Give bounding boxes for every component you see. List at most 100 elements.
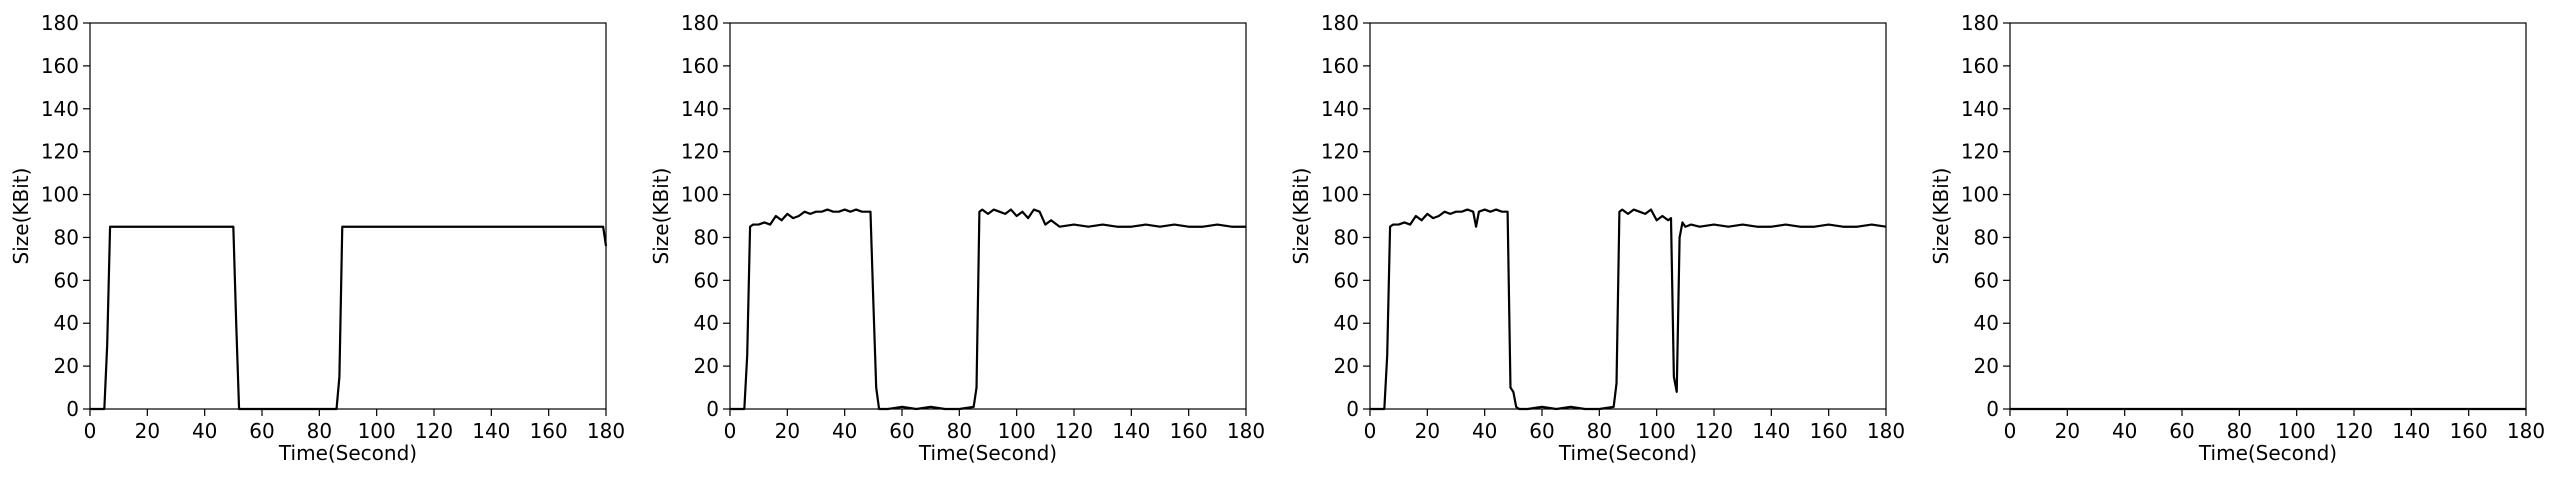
x-tick-label: 0 bbox=[2004, 419, 2017, 443]
y-tick-label: 160 bbox=[1961, 54, 1999, 78]
x-tick-label: 180 bbox=[587, 419, 625, 443]
y-tick-label: 40 bbox=[54, 311, 79, 335]
y-tick-label: 40 bbox=[694, 311, 719, 335]
y-axis-label: Size(KBit) bbox=[9, 168, 33, 265]
y-axis-label: Size(KBit) bbox=[1289, 168, 1313, 265]
x-tick-label: 160 bbox=[1170, 419, 1208, 443]
x-tick-label: 120 bbox=[1695, 419, 1733, 443]
x-tick-label: 120 bbox=[1055, 419, 1093, 443]
y-tick-label: 140 bbox=[681, 97, 719, 121]
y-tick-label: 0 bbox=[1346, 397, 1359, 421]
x-tick-label: 80 bbox=[947, 419, 972, 443]
y-tick-label: 80 bbox=[54, 225, 79, 249]
plot-frame bbox=[89, 22, 607, 410]
x-tick-label: 160 bbox=[2450, 419, 2488, 443]
x-axis-label: Time(Second) bbox=[1558, 441, 1697, 465]
x-tick-label: 60 bbox=[1529, 419, 1554, 443]
y-tick-label: 100 bbox=[1961, 183, 1999, 207]
x-axis-label: Time(Second) bbox=[278, 441, 417, 465]
y-tick-label: 60 bbox=[694, 268, 719, 292]
x-tick-label: 180 bbox=[2507, 419, 2545, 443]
x-tick-label: 140 bbox=[1752, 419, 1790, 443]
y-tick-label: 40 bbox=[1334, 311, 1359, 335]
y-tick-label: 20 bbox=[1334, 354, 1359, 378]
x-tick-label: 40 bbox=[192, 419, 217, 443]
y-tick-label: 0 bbox=[706, 397, 719, 421]
x-tick-label: 20 bbox=[2055, 419, 2080, 443]
x-axis-label: Time(Second) bbox=[918, 441, 1057, 465]
y-tick-label: 160 bbox=[41, 54, 79, 78]
y-tick-label: 120 bbox=[1321, 140, 1359, 164]
y-tick-label: 20 bbox=[694, 354, 719, 378]
series-line-1 bbox=[730, 208, 1246, 411]
y-tick-label: 120 bbox=[1961, 140, 1999, 164]
chart-panel-4: 0 20 40 60 80 100 120 140 160 180 0 20 40 60 80 100 120 1… bbox=[1929, 11, 2545, 465]
series-line-1 bbox=[1370, 208, 1887, 411]
y-axis-label: Size(KBit) bbox=[649, 168, 673, 265]
x-tick-label: 80 bbox=[307, 419, 332, 443]
y-tick-label: 140 bbox=[1961, 97, 1999, 121]
plot-frame bbox=[1369, 22, 1887, 410]
series-line-1 bbox=[90, 225, 608, 411]
x-tick-label: 0 bbox=[1364, 419, 1377, 443]
x-tick-label: 20 bbox=[1415, 419, 1440, 443]
x-tick-label: 120 bbox=[415, 419, 453, 443]
y-tick-label: 80 bbox=[1974, 225, 1999, 249]
plot-frame bbox=[2009, 22, 2527, 410]
x-tick-label: 120 bbox=[2335, 419, 2373, 443]
y-tick-label: 180 bbox=[1321, 11, 1359, 35]
x-tick-label: 60 bbox=[249, 419, 274, 443]
x-tick-label: 180 bbox=[1867, 419, 1905, 443]
chart-panel-2: 0 20 40 60 80 100 120 140 160 180 0 20 40 60 80 100 120 1… bbox=[649, 11, 1265, 465]
chart-panel-3: 0 20 40 60 80 100 120 140 160 180 0 20 40 60 80 100 120 1… bbox=[1289, 11, 1905, 465]
y-tick-label: 100 bbox=[41, 183, 79, 207]
y-tick-label: 140 bbox=[41, 97, 79, 121]
x-tick-label: 140 bbox=[1112, 419, 1150, 443]
y-tick-label: 80 bbox=[1334, 225, 1359, 249]
y-tick-label: 40 bbox=[1974, 311, 1999, 335]
x-tick-label: 60 bbox=[2169, 419, 2194, 443]
x-tick-label: 80 bbox=[2227, 419, 2252, 443]
x-tick-label: 100 bbox=[2278, 419, 2316, 443]
y-tick-label: 80 bbox=[694, 225, 719, 249]
y-tick-label: 100 bbox=[681, 183, 719, 207]
x-tick-label: 80 bbox=[1587, 419, 1612, 443]
x-tick-label: 20 bbox=[775, 419, 800, 443]
y-tick-label: 60 bbox=[54, 268, 79, 292]
x-tick-label: 0 bbox=[724, 419, 737, 443]
x-axis-label: Time(Second) bbox=[2198, 441, 2337, 465]
y-tick-label: 20 bbox=[54, 354, 79, 378]
y-tick-label: 20 bbox=[1974, 354, 1999, 378]
y-tick-label: 0 bbox=[1986, 397, 1999, 421]
y-tick-label: 140 bbox=[1321, 97, 1359, 121]
x-tick-label: 100 bbox=[998, 419, 1036, 443]
y-tick-label: 60 bbox=[1974, 268, 1999, 292]
y-tick-label: 120 bbox=[681, 140, 719, 164]
y-tick-label: 120 bbox=[41, 140, 79, 164]
plot-frame bbox=[729, 22, 1247, 410]
y-tick-label: 100 bbox=[1321, 183, 1359, 207]
x-tick-label: 60 bbox=[889, 419, 914, 443]
y-tick-label: 60 bbox=[1334, 268, 1359, 292]
y-tick-label: 160 bbox=[681, 54, 719, 78]
x-tick-label: 0 bbox=[84, 419, 97, 443]
y-tick-label: 0 bbox=[66, 397, 79, 421]
x-tick-label: 40 bbox=[2112, 419, 2137, 443]
y-tick-label: 160 bbox=[1321, 54, 1359, 78]
x-tick-label: 140 bbox=[2392, 419, 2430, 443]
x-tick-label: 180 bbox=[1227, 419, 1265, 443]
x-tick-label: 160 bbox=[1810, 419, 1848, 443]
x-tick-label: 160 bbox=[530, 419, 568, 443]
y-tick-label: 180 bbox=[681, 11, 719, 35]
x-tick-label: 100 bbox=[1638, 419, 1676, 443]
x-tick-label: 20 bbox=[135, 419, 160, 443]
y-tick-label: 180 bbox=[41, 11, 79, 35]
x-tick-label: 40 bbox=[1472, 419, 1497, 443]
y-axis-label: Size(KBit) bbox=[1929, 168, 1953, 265]
chart-panel-1: 0 20 40 60 80 100 120 140 160 180 0 20 40 60 80 100 120 1… bbox=[9, 11, 625, 465]
y-tick-label: 180 bbox=[1961, 11, 1999, 35]
x-tick-label: 100 bbox=[358, 419, 396, 443]
x-tick-label: 140 bbox=[472, 419, 510, 443]
x-tick-label: 40 bbox=[832, 419, 857, 443]
